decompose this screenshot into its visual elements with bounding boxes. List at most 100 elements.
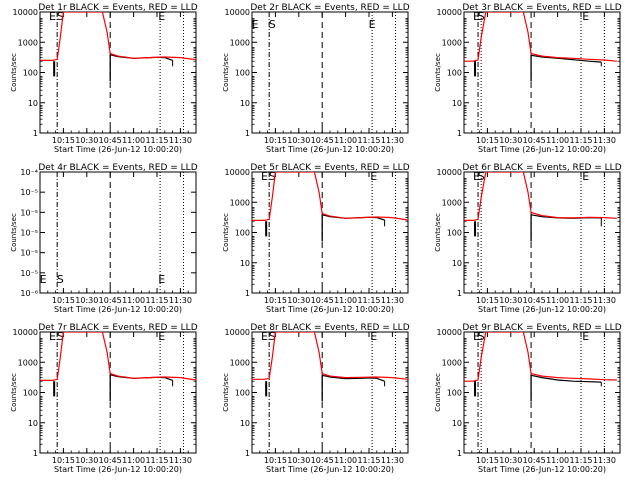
y-tick-label: 1 — [245, 129, 250, 138]
marker-s: S — [478, 170, 485, 183]
y-tick-label: 10⁻⁵ — [20, 269, 38, 278]
panel-9: Det 9r BLACK = Events, RED = LLD 1 10 100 10… — [434, 323, 622, 474]
y-tick-label: 10 — [28, 99, 38, 108]
panel-1: Det 1r BLACK = Events, RED = LLD 1 10 100 10… — [10, 3, 198, 154]
x-axis-label: Start Time (26-Jun-12 10:00:20) — [54, 465, 182, 474]
marker-e: E — [370, 330, 377, 343]
marker-e: E — [582, 10, 589, 23]
marker-s: S — [269, 170, 276, 183]
series-line-events — [530, 374, 602, 383]
x-tick-label: 11:30 — [381, 136, 404, 145]
y-tick-label: 10000 — [437, 168, 462, 177]
chart-title: Det 1r BLACK = Events, RED = LLD — [38, 3, 197, 13]
x-tick-label: 10:45 — [99, 456, 122, 465]
x-tick-label: 11:15 — [569, 456, 592, 465]
y-tick-label: 10 — [240, 99, 250, 108]
x-tick-label: 11:00 — [334, 296, 357, 305]
marker-e: E — [40, 273, 47, 286]
y-tick-label: 10⁻⁵ — [20, 188, 38, 197]
y-tick-label: 10⁻⁶ — [20, 289, 38, 298]
marker-e: E — [158, 330, 165, 343]
series-line-lld — [40, 12, 196, 62]
x-axis-label: Start Time (26-Jun-12 10:00:20) — [266, 305, 394, 314]
x-tick-label: 11:15 — [569, 296, 592, 305]
marker-s: S — [478, 10, 485, 23]
y-axis-label: Counts/sec — [222, 213, 230, 252]
x-tick-label: 10:15 — [264, 456, 287, 465]
y-tick-label: 100 — [235, 389, 250, 398]
y-axis-label: Counts/sec — [10, 373, 18, 412]
x-tick-label: 11:00 — [122, 136, 145, 145]
panel-3: Det 3r BLACK = Events, RED = LLD 1 10 100 10… — [434, 3, 622, 154]
marker-e: E — [473, 330, 480, 343]
y-axis-label: Counts/sec — [434, 373, 442, 412]
chart-title: Det 5r BLACK = Events, RED = LLD — [250, 163, 409, 173]
y-tick-label: 10000 — [437, 328, 462, 337]
chart-title: Det 6r BLACK = Events, RED = LLD — [462, 163, 621, 173]
y-axis-label: Counts/sec — [10, 213, 18, 252]
y-tick-label: 10000 — [13, 328, 38, 337]
plot-frame — [251, 171, 409, 294]
plot-frame — [39, 331, 197, 454]
y-tick-label: 1000 — [442, 38, 462, 47]
marker-s: S — [269, 330, 276, 343]
y-tick-label: 100 — [235, 69, 250, 78]
x-tick-label: 10:15 — [264, 136, 287, 145]
x-tick-label: 10:30 — [75, 456, 98, 465]
x-tick-label: 10:15 — [264, 296, 287, 305]
x-tick-label: 11:00 — [546, 136, 569, 145]
x-tick-label: 10:45 — [523, 296, 546, 305]
y-tick-label: 10000 — [437, 8, 462, 17]
marker-e: E — [261, 170, 268, 183]
x-tick-label: 11:15 — [569, 136, 592, 145]
x-tick-label: 10:15 — [52, 456, 75, 465]
panel-7: Det 7r BLACK = Events, RED = LLD 1 10 100 10… — [10, 323, 198, 474]
x-tick-label: 11:30 — [593, 456, 616, 465]
series-line-lld — [464, 172, 617, 221]
marker-e: E — [473, 10, 480, 23]
marker-s: S — [57, 273, 64, 286]
series-line-events — [531, 54, 602, 63]
x-tick-label: 11:15 — [357, 456, 380, 465]
y-tick-label: 100 — [235, 229, 250, 238]
marker-e: E — [158, 10, 165, 23]
x-axis-label: Start Time (26-Jun-12 10:00:20) — [266, 465, 394, 474]
x-tick-label: 10:45 — [311, 296, 334, 305]
series-line-lld — [252, 332, 408, 380]
x-tick-label: 11:00 — [334, 456, 357, 465]
panel-4: Det 4r BLACK = Events, RED = LLD 10⁻⁶ 10⁻⁵… — [10, 163, 198, 314]
x-tick-label: 10:15 — [52, 296, 75, 305]
x-tick-label: 11:00 — [334, 136, 357, 145]
panel-6: Det 6r BLACK = Events, RED = LLD 1 10 100 10… — [434, 163, 622, 314]
y-axis-label: Counts/sec — [434, 213, 442, 252]
x-tick-label: 10:30 — [75, 296, 98, 305]
marker-e: E — [582, 170, 589, 183]
x-axis-label: Start Time (26-Jun-12 10:00:20) — [478, 145, 606, 154]
x-tick-label: 10:30 — [287, 136, 310, 145]
x-tick-label: 10:30 — [287, 296, 310, 305]
series-line-lld — [464, 12, 617, 62]
x-axis-label: Start Time (26-Jun-12 10:00:20) — [54, 145, 182, 154]
y-axis-label: Counts/sec — [222, 373, 230, 412]
y-tick-label: 10 — [452, 419, 462, 428]
x-tick-label: 11:00 — [122, 456, 145, 465]
chart-title: Det 4r BLACK = Events, RED = LLD — [38, 163, 197, 173]
y-tick-label: 10 — [452, 259, 462, 268]
x-tick-label: 11:30 — [593, 136, 616, 145]
y-tick-label: 10 — [240, 419, 250, 428]
marker-s: S — [57, 10, 64, 23]
y-tick-label: 1 — [457, 449, 462, 458]
x-tick-label: 10:15 — [476, 136, 499, 145]
y-tick-label: 10⁻⁴ — [20, 168, 38, 177]
y-tick-label: 10 — [28, 419, 38, 428]
y-tick-label: 10000 — [225, 168, 250, 177]
x-tick-label: 11:00 — [122, 296, 145, 305]
y-tick-label: 1 — [245, 449, 250, 458]
marker-s: S — [478, 330, 485, 343]
x-tick-label: 11:30 — [593, 296, 616, 305]
x-tick-label: 10:30 — [75, 136, 98, 145]
plot-frame — [463, 11, 621, 134]
x-axis-label: Start Time (26-Jun-12 10:00:20) — [478, 305, 606, 314]
